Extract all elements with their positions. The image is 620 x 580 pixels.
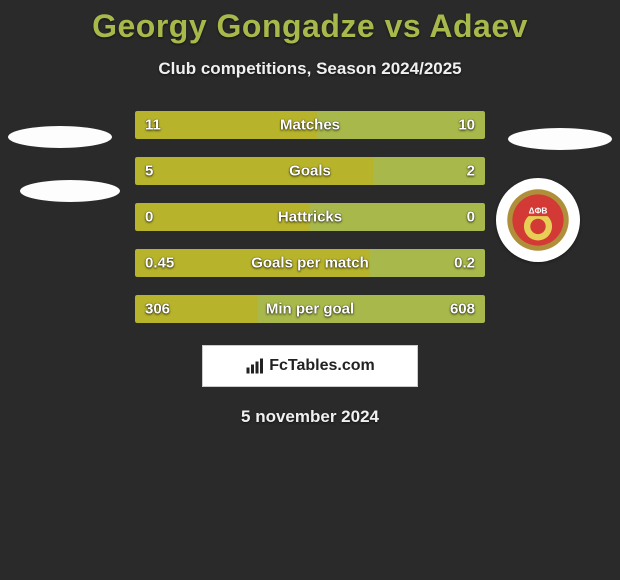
stat-bar-left	[135, 157, 373, 185]
stat-value-left: 11	[145, 117, 161, 134]
stat-row: 0.45 Goals per match 0.2	[135, 249, 485, 277]
team-badge-placeholder	[508, 128, 612, 150]
stat-value-left: 5	[145, 163, 153, 180]
stat-row: 5 Goals 2	[135, 157, 485, 185]
stat-label: Hattricks	[278, 209, 342, 226]
page-subtitle: Club competitions, Season 2024/2025	[0, 59, 620, 79]
stat-value-left: 0	[145, 209, 153, 226]
date-text: 5 november 2024	[0, 407, 620, 427]
stat-value-right: 0	[467, 209, 475, 226]
brand-box: FcTables.com	[202, 345, 418, 387]
stat-value-left: 306	[145, 301, 170, 318]
stat-label: Goals per match	[251, 255, 369, 272]
page-title: Georgy Gongadze vs Adaev	[0, 0, 620, 45]
stat-label: Goals	[289, 163, 331, 180]
crest-icon: ΔΦΒ	[506, 188, 570, 252]
stat-value-right: 0.2	[454, 255, 475, 272]
team-badge-placeholder	[8, 126, 112, 148]
stat-row: 306 Min per goal 608	[135, 295, 485, 323]
bar-chart-icon	[245, 357, 263, 375]
stat-label: Matches	[280, 117, 340, 134]
team-crest: ΔΦΒ	[496, 178, 580, 262]
stat-row: 0 Hattricks 0	[135, 203, 485, 231]
comparison-bars: 11 Matches 10 5 Goals 2 0 Hattricks 0 0.45 Goals p…	[135, 111, 485, 323]
stat-row: 11 Matches 10	[135, 111, 485, 139]
stat-value-right: 2	[467, 163, 475, 180]
svg-text:ΔΦΒ: ΔΦΒ	[529, 206, 548, 216]
stat-value-left: 0.45	[145, 255, 174, 272]
stat-value-right: 608	[450, 301, 475, 318]
stat-label: Min per goal	[266, 301, 354, 318]
stat-value-right: 10	[458, 117, 475, 134]
team-badge-placeholder	[20, 180, 120, 202]
brand-text: FcTables.com	[269, 357, 375, 375]
